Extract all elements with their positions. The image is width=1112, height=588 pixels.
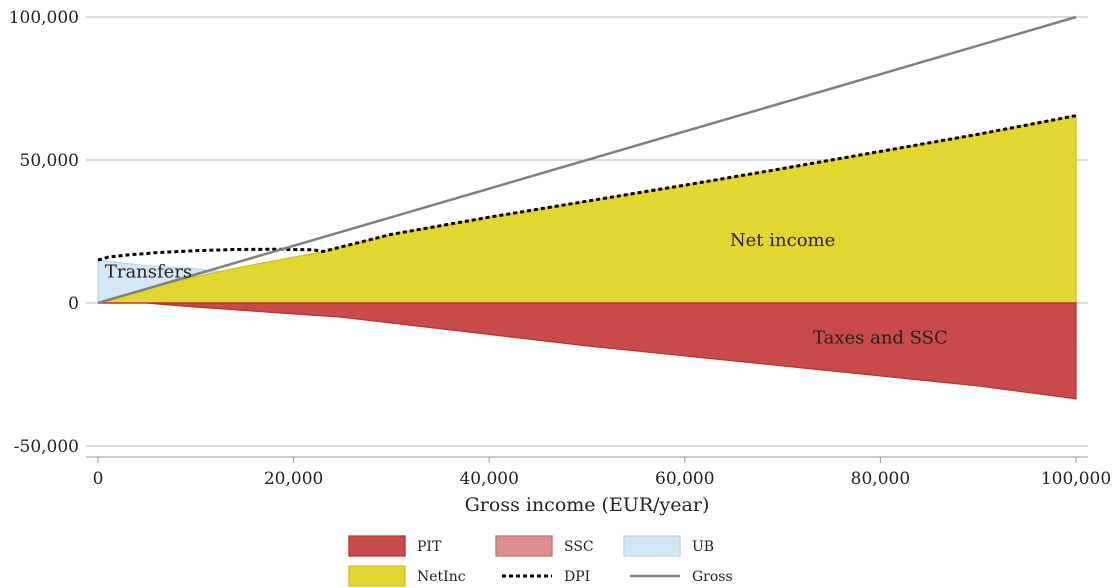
- y-tick-label: 0: [68, 294, 79, 314]
- x-axis-title: Gross income (EUR/year): [465, 494, 710, 516]
- x-tick-label: 0: [93, 469, 104, 489]
- annotation-label: Net income: [730, 230, 835, 251]
- legend-swatch: [623, 535, 681, 557]
- legend-item-dpi: DPI: [502, 569, 590, 585]
- x-tick-label: 40,000: [459, 469, 518, 489]
- axes: -50,000 0 50,000 100,000 0 20,000 40,000 60,000…: [9, 8, 1111, 516]
- y-tick-label: 100,000: [9, 8, 79, 28]
- x-tick-label: 80,000: [851, 469, 910, 489]
- y-tick-label: -50,000: [14, 437, 79, 457]
- legend-swatch: [495, 535, 553, 557]
- y-tick-label: 50,000: [20, 151, 79, 171]
- legend-swatch: [348, 565, 406, 587]
- legend-item-ub: UB: [623, 535, 714, 557]
- legend-label: UB: [692, 539, 714, 555]
- annotations: Transfers Net income Taxes and SSC: [105, 230, 948, 348]
- legend-item-gross: Gross: [630, 569, 733, 585]
- annotation-label: Taxes and SSC: [813, 327, 948, 348]
- legend-item-netinc: NetInc: [348, 565, 466, 587]
- line-dpi: [97, 114, 1077, 262]
- legend-label: SSC: [564, 539, 594, 555]
- legend-item-pit: PIT: [348, 535, 442, 557]
- annotation-label: Transfers: [105, 262, 192, 283]
- legend-label: Gross: [692, 569, 733, 585]
- series-lines: [97, 15, 1077, 305]
- legend-label: DPI: [564, 569, 590, 585]
- legend-item-ssc: SSC: [495, 535, 594, 557]
- line-gross: [97, 15, 1077, 305]
- legend-swatch: [348, 535, 406, 557]
- x-tick-label: 60,000: [655, 469, 714, 489]
- legend: PIT SSC UB NetInc DPI Gross: [348, 535, 733, 587]
- legend-label: PIT: [417, 539, 442, 555]
- area-pit: [98, 302, 1077, 400]
- x-tick-label: 100,000: [1041, 469, 1111, 489]
- x-tick-label: 20,000: [264, 469, 323, 489]
- series-areas: [97, 114, 1077, 400]
- legend-label: NetInc: [417, 569, 466, 585]
